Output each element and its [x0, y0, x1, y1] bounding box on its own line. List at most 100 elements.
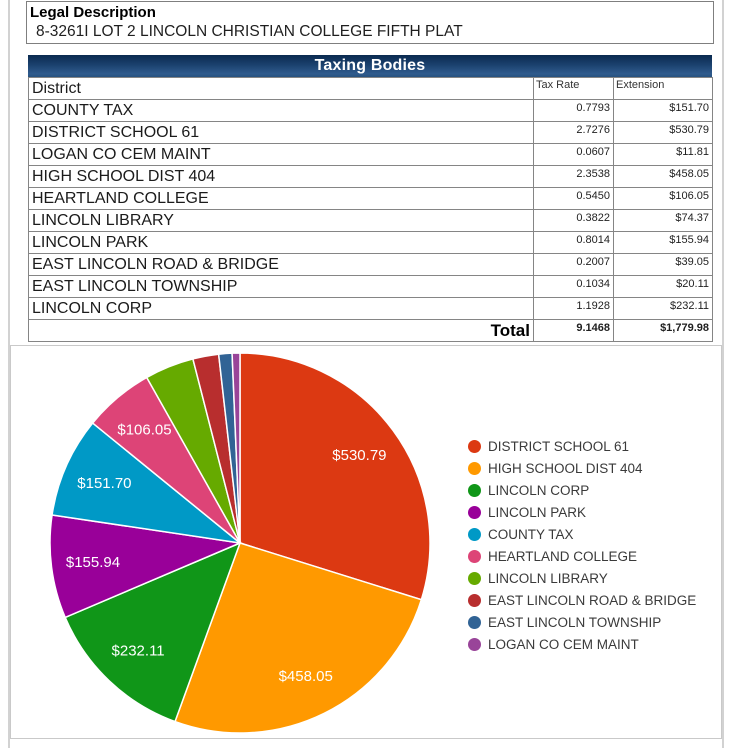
table-header-row: District Tax Rate Extension — [28, 77, 713, 100]
legend-item: LINCOLN LIBRARY — [468, 567, 696, 589]
pie-slice[interactable] — [51, 421, 243, 545]
legal-description-value: 8-3261I LOT 2 LINCOLN CHRISTIAN COLLEGE … — [36, 23, 463, 40]
table-row: LINCOLN CORP 1.1928 $232.11 — [28, 297, 713, 320]
table-row: COUNTY TAX 0.7793 $151.70 — [28, 99, 713, 122]
table-row: DISTRICT SCHOOL 61 2.7276 $530.79 — [28, 121, 713, 144]
legend-label: EAST LINCOLN ROAD & BRIDGE — [488, 592, 697, 608]
legend-color-dot-icon — [468, 615, 481, 629]
pie-slice[interactable] — [239, 352, 431, 601]
extension-cell: $232.11 — [613, 297, 713, 320]
legend-item: HEARTLAND COLLEGE — [468, 545, 696, 567]
legend-label: HEARTLAND COLLEGE — [488, 548, 638, 564]
tax-distribution-chart: $530.79 $458.05 $232.11 $155.94 $151.70 $106.… — [10, 345, 722, 739]
legal-description-heading: Legal Description — [30, 4, 156, 21]
district-cell: LINCOLN LIBRARY — [28, 209, 534, 232]
legend-color-dot-icon — [468, 527, 481, 541]
tax-rate-cell: 0.1034 — [533, 275, 614, 298]
tax-rate-cell: 0.8014 — [533, 231, 614, 254]
pie-slice[interactable] — [64, 541, 242, 723]
legend-label: DISTRICT SCHOOL 61 — [488, 438, 630, 454]
legend-color-dot-icon — [468, 571, 481, 585]
district-cell: DISTRICT SCHOOL 61 — [28, 121, 534, 144]
district-cell: EAST LINCOLN ROAD & BRIDGE — [28, 253, 534, 276]
table-row: EAST LINCOLN TOWNSHIP 0.1034 $20.11 — [28, 275, 713, 298]
pie-slice[interactable] — [174, 542, 423, 734]
legend-item: EAST LINCOLN ROAD & BRIDGE — [468, 589, 696, 611]
legend-label: LINCOLN PARK — [488, 504, 587, 520]
legend-label: COUNTY TAX — [488, 526, 574, 542]
extension-cell: $20.11 — [613, 275, 713, 298]
legend-label: LINCOLN CORP — [488, 482, 590, 498]
tax-rate-cell: 2.3538 — [533, 165, 614, 188]
table-row: HEARTLAND COLLEGE 0.5450 $106.05 — [28, 187, 713, 210]
legal-description-section: Legal Description 8-3261I LOT 2 LINCOLN … — [26, 1, 714, 44]
legend-label: EAST LINCOLN TOWNSHIP — [488, 614, 662, 630]
extension-cell: $11.81 — [613, 143, 713, 166]
legend-item: COUNTY TAX — [468, 523, 696, 545]
extension-cell: $155.94 — [613, 231, 713, 254]
pie-slice-value-label: $106.05 — [117, 422, 171, 439]
legend-item: HIGH SCHOOL DIST 404 — [468, 457, 696, 479]
pie-chart: $530.79 $458.05 $232.11 $155.94 $151.70 $106.… — [49, 352, 431, 734]
table-total-row: Total 9.1468 $1,779.98 — [28, 319, 713, 342]
table-row: LINCOLN LIBRARY 0.3822 $74.37 — [28, 209, 713, 232]
legend-item: LINCOLN CORP — [468, 479, 696, 501]
legend-color-dot-icon — [468, 549, 481, 563]
table-row: LOGAN CO CEM MAINT 0.0607 $11.81 — [28, 143, 713, 166]
legend-color-dot-icon — [468, 505, 481, 519]
tax-rate-cell: 1.1928 — [533, 297, 614, 320]
column-header-district: District — [28, 77, 534, 100]
district-cell: LINCOLN CORP — [28, 297, 534, 320]
column-header-tax-rate: Tax Rate — [533, 77, 614, 100]
extension-cell: $39.05 — [613, 253, 713, 276]
legend-color-dot-icon — [468, 593, 481, 607]
taxing-bodies-header: Taxing Bodies — [28, 55, 712, 77]
tax-rate-cell: 2.7276 — [533, 121, 614, 144]
chart-legend: DISTRICT SCHOOL 61 HIGH SCHOOL DIST 404 LI… — [468, 435, 696, 655]
legend-label: LINCOLN LIBRARY — [488, 570, 608, 586]
extension-cell: $458.05 — [613, 165, 713, 188]
pie-slice-value-label: $458.05 — [279, 668, 333, 685]
pie-slice-value-label: $530.79 — [332, 447, 386, 464]
legend-item: EAST LINCOLN TOWNSHIP — [468, 611, 696, 633]
extension-cell: $106.05 — [613, 187, 713, 210]
extension-cell: $74.37 — [613, 209, 713, 232]
column-header-extension: Extension — [613, 77, 713, 100]
legend-label: HIGH SCHOOL DIST 404 — [488, 460, 643, 476]
page-left-border — [8, 0, 10, 748]
total-tax-rate: 9.1468 — [533, 319, 614, 342]
tax-rate-cell: 0.0607 — [533, 143, 614, 166]
legend-item: DISTRICT SCHOOL 61 — [468, 435, 696, 457]
total-label: Total — [28, 319, 534, 342]
pie-slice-value-label: $151.70 — [77, 475, 131, 492]
table-row: LINCOLN PARK 0.8014 $155.94 — [28, 231, 713, 254]
district-cell: HEARTLAND COLLEGE — [28, 187, 534, 210]
extension-cell: $151.70 — [613, 99, 713, 122]
legend-label: LOGAN CO CEM MAINT — [488, 636, 639, 652]
district-cell: HIGH SCHOOL DIST 404 — [28, 165, 534, 188]
legend-color-dot-icon — [468, 637, 481, 651]
extension-cell: $530.79 — [613, 121, 713, 144]
legend-item: LINCOLN PARK — [468, 501, 696, 523]
pie-slice[interactable] — [231, 352, 241, 544]
district-cell: LOGAN CO CEM MAINT — [28, 143, 534, 166]
tax-rate-cell: 0.5450 — [533, 187, 614, 210]
legend-color-dot-icon — [468, 439, 481, 453]
pie-slice-value-label: $155.94 — [66, 554, 120, 571]
district-cell: COUNTY TAX — [28, 99, 534, 122]
legend-color-dot-icon — [468, 461, 481, 475]
tax-rate-cell: 0.7793 — [533, 99, 614, 122]
legend-color-dot-icon — [468, 483, 481, 497]
table-row: EAST LINCOLN ROAD & BRIDGE 0.2007 $39.05 — [28, 253, 713, 276]
district-cell: LINCOLN PARK — [28, 231, 534, 254]
page-right-border — [722, 0, 724, 748]
total-extension: $1,779.98 — [613, 319, 713, 342]
tax-rate-cell: 0.3822 — [533, 209, 614, 232]
pie-slice[interactable] — [49, 514, 243, 619]
district-cell: EAST LINCOLN TOWNSHIP — [28, 275, 534, 298]
legend-item: LOGAN CO CEM MAINT — [468, 633, 696, 655]
table-row: HIGH SCHOOL DIST 404 2.3538 $458.05 — [28, 165, 713, 188]
pie-slice-value-label: $232.11 — [112, 643, 165, 660]
tax-rate-cell: 0.2007 — [533, 253, 614, 276]
